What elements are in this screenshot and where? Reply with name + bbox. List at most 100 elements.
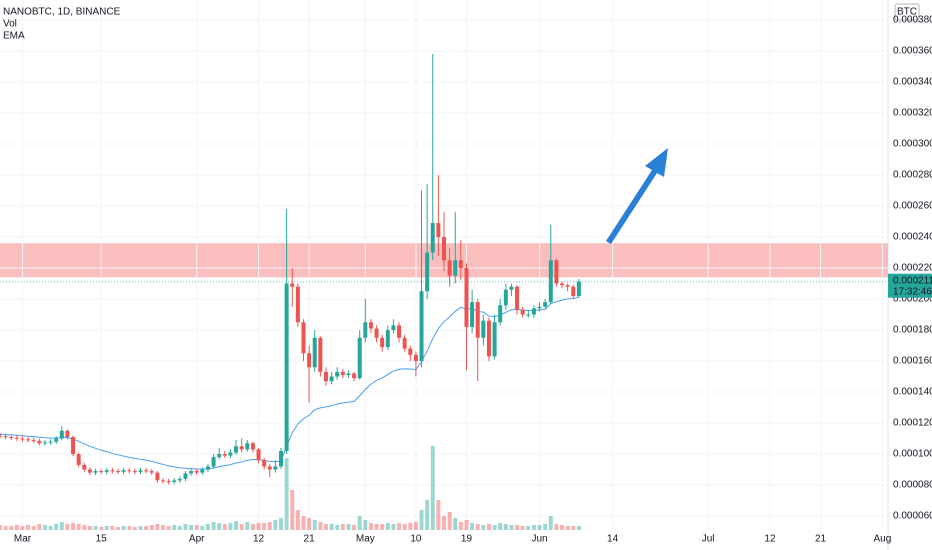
candle-body [65,430,70,437]
volume-bar [543,524,548,530]
volume-bar [565,526,570,530]
candle-body [380,337,385,348]
volume-bar [256,523,261,530]
volume-bar [250,524,255,530]
candle-body [537,306,542,309]
candle-body [59,430,64,439]
volume-bar [200,526,205,530]
candle-body [413,354,418,362]
volume-bar [239,524,244,530]
candle-body [295,286,300,323]
candle-body [194,471,199,473]
candle-body [160,480,165,482]
volume-bar [526,526,531,530]
candle-body [3,436,8,438]
volume-bar [290,490,295,530]
volume-bar [42,525,47,530]
candle-body [397,325,402,338]
volume-bar [54,524,59,530]
candle-body [520,309,525,315]
volume-bar [436,500,441,530]
candle-body [132,471,137,473]
volume-bar [189,525,194,530]
volume-bar [295,510,300,530]
candle-body [256,449,261,461]
volume-bar [368,523,373,530]
volume-bar [211,522,216,530]
volume-bar [318,522,323,530]
volume-bar [329,524,334,530]
volume-bar [419,510,424,530]
x-tick-label: Jun [531,534,547,545]
candle-body [54,438,59,442]
candle-body [402,337,407,349]
candle-body [205,466,210,470]
y-tick-label: 0.0003800 [893,15,932,26]
volume-bar [65,524,70,530]
volume-bar [363,520,368,530]
candle-body [20,438,25,440]
candle-body [565,285,570,287]
volume-bar [475,524,480,530]
volume-bar [172,525,177,530]
volume-bar [481,525,486,530]
candle-body [245,443,250,450]
volume-bar [301,516,306,530]
volume-bar [99,527,104,530]
candle-body [166,481,171,483]
x-tick-label: Jul [702,534,715,545]
candle-body [250,443,255,450]
currency-box [894,3,920,21]
candle-body [307,353,312,368]
volume-bar [323,524,328,530]
candle-body [82,464,87,470]
candle-body [576,281,581,296]
candle-body [526,314,531,316]
candle-body [531,308,536,315]
volume-bar [228,523,233,530]
volume-bar [26,525,31,530]
volume-bar [470,523,475,530]
candle-body [87,469,92,473]
candle-body [189,471,194,474]
candle-body [93,471,98,473]
volume-bar [183,524,188,530]
volume-bar [515,525,520,530]
volume-bar [503,524,508,530]
x-tick-label: Apr [189,534,205,545]
volume-bar [548,516,553,530]
candle-body [447,260,452,276]
volume-bar [453,518,458,530]
countdown-label: 17:32:46 [893,286,932,297]
candle-body [554,260,559,284]
volume-bar [498,523,503,530]
candle-body [284,283,289,451]
indicator-label: EMA [3,31,25,42]
volume-bar [413,522,418,530]
candle-body [571,286,576,296]
volume-bar [104,526,109,530]
candle-body [9,436,14,438]
candle-body [228,452,233,456]
candle-body [498,305,503,323]
candle-body [26,439,31,441]
volume-bar [31,526,36,530]
candle-body [144,470,149,472]
volume-bar [520,526,525,530]
volume-bar [144,526,149,530]
volume-bar [116,527,121,530]
x-tick-label: 19 [461,534,473,545]
volume-bar [335,525,340,530]
volume-bar [312,520,317,530]
volume-bar [430,446,435,530]
